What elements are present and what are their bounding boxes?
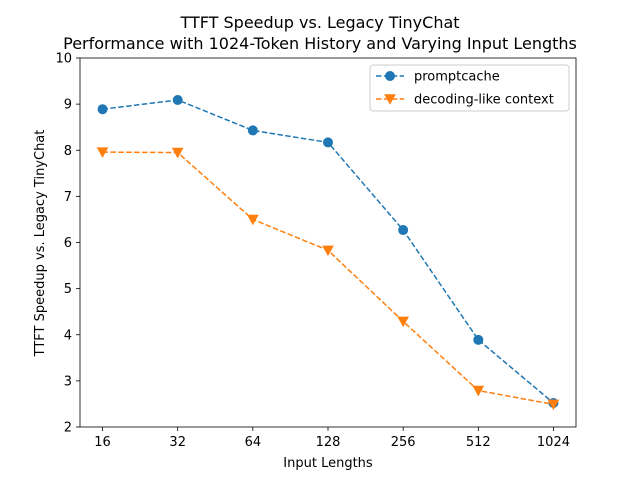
x-tick-label-512: 512	[466, 435, 491, 450]
series-2-point-32	[171, 147, 184, 159]
series-2-point-512	[472, 385, 485, 397]
x-axis-label: Input Lengths	[283, 456, 373, 471]
x-tick-label-1024: 1024	[537, 435, 570, 450]
x-tick-label-256: 256	[391, 435, 416, 450]
series-1-point-256	[398, 225, 409, 236]
x-tick-label-64: 64	[245, 435, 262, 450]
chart-title: TTFT Speedup vs. Legacy TinyChat	[179, 13, 459, 32]
plot-area: 16 32 64 128 256 512 1024 2 3 4 5 6 7 8 9 10 promptcache…	[55, 52, 577, 450]
y-tick-label-2: 2	[64, 421, 72, 436]
series-2-point-256	[397, 316, 410, 328]
y-tick-label-5: 5	[64, 282, 72, 297]
series-1-point-32	[172, 94, 183, 105]
y-tick-label-7: 7	[64, 190, 72, 205]
series-2-point-16	[96, 147, 109, 158]
series-1-point-128	[323, 137, 333, 148]
y-tick-label-10: 10	[55, 52, 72, 67]
y-tick-label-8: 8	[64, 144, 72, 159]
x-tick-label-32: 32	[169, 435, 186, 450]
legend-label-1: promptcache	[414, 70, 500, 85]
y-tick-label-6: 6	[64, 236, 72, 251]
series-1-point-16	[97, 104, 108, 115]
series-2-point-128	[322, 245, 334, 257]
series-2-point-1024	[547, 399, 560, 411]
legend-box	[369, 64, 570, 112]
x-tick-label-128: 128	[316, 435, 341, 450]
y-tick-label-9: 9	[64, 98, 72, 113]
series-1-point-512	[473, 334, 484, 345]
x-tick-label-16: 16	[94, 435, 111, 450]
chart-subtitle: Performance with 1024-Token History and …	[63, 34, 577, 53]
legend-marker-2	[384, 94, 396, 105]
y-axis-label: TTFT Speedup vs. Legacy TinyChat	[33, 130, 48, 358]
y-tick-label-3: 3	[64, 374, 72, 389]
series-1-point-64	[247, 125, 258, 136]
y-tick-label-4: 4	[64, 328, 72, 343]
legend-marker-1	[385, 71, 395, 81]
series-2-point-64	[246, 214, 259, 226]
legend-label-2: decoding-like context	[414, 93, 554, 108]
